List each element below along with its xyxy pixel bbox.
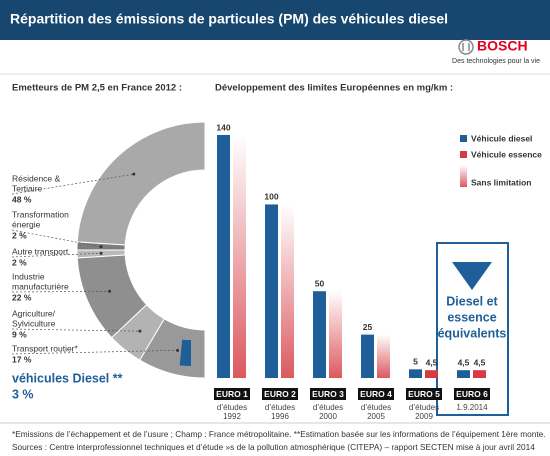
segment-label: manufacturière [12, 281, 69, 291]
category-date: 1996 [271, 412, 289, 421]
leader-line [11, 349, 178, 355]
category-date: 2009 [415, 412, 433, 421]
no-limit-bar [377, 334, 390, 378]
segment-value: 2 % [12, 230, 27, 240]
category-date: 1992 [223, 412, 241, 421]
legend-swatch [460, 135, 467, 142]
bar [457, 370, 470, 378]
diesel-label: véhicules Diesel ** [12, 371, 123, 385]
segment-label: Transport routier* [12, 343, 79, 353]
segment-value: 2 % [12, 257, 27, 267]
bar [425, 370, 438, 378]
no-limit-bar [281, 204, 294, 378]
value-label: 4,5 [458, 357, 470, 367]
leader-dot [99, 245, 103, 249]
value-label: 4,5 [426, 357, 438, 367]
bar [473, 370, 486, 378]
logo-ring [458, 39, 474, 55]
category-label: EURO 6 [456, 389, 488, 399]
category-date: d’études [313, 403, 343, 412]
highlight-text: équivalents [438, 326, 507, 340]
category-date: d’études [265, 403, 295, 412]
category-label: EURO 4 [360, 389, 392, 399]
segment-label: Tertiaire [12, 183, 43, 193]
legend-label: Véhicule diesel [471, 133, 532, 143]
footnote: *Emissions de l’échappement et de l’usur… [12, 429, 546, 439]
footnote: Sources : Centre interprofessionnel tech… [12, 442, 535, 452]
category-date: 1.9.2014 [456, 403, 488, 412]
segment-label: Transformation [12, 209, 69, 219]
highlight-text: essence [447, 310, 496, 324]
category-label: EURO 5 [408, 389, 440, 399]
leader-line [11, 229, 102, 248]
category-box [262, 388, 298, 400]
bar-title: Développement des limites Européennes en… [215, 83, 453, 94]
value-label: 50 [315, 278, 325, 288]
logo-brand: BOSCH [477, 38, 528, 54]
category-label: EURO 1 [216, 389, 248, 399]
segment-value: 9 % [12, 329, 27, 339]
category-box [358, 388, 394, 400]
category-box [214, 388, 250, 400]
category-label: EURO 3 [312, 389, 344, 399]
leader-dot [132, 172, 136, 176]
category-label: EURO 2 [264, 389, 296, 399]
value-label: 25 [363, 322, 373, 332]
value-label: 5 [413, 357, 418, 367]
leader-dot [108, 289, 112, 293]
legend-swatch [460, 165, 467, 187]
bar [313, 291, 326, 378]
category-box [406, 388, 442, 400]
legend-label: Véhicule essence [471, 149, 542, 159]
bosch-logo: BOSCH Des technologies pour la vie [452, 38, 540, 65]
segment-label: énergie [12, 219, 41, 229]
bar [217, 135, 230, 378]
header-band [0, 0, 550, 40]
segment-label: Agriculture/ [12, 308, 56, 318]
category-date: 2000 [319, 412, 337, 421]
no-limit-bar [329, 291, 342, 378]
leader-dot [99, 251, 103, 255]
segment-label: Sylviculture [12, 318, 56, 328]
category-box [310, 388, 346, 400]
segment-value: 48 % [12, 194, 32, 204]
leader-line [11, 290, 110, 293]
leader-dot [176, 348, 180, 352]
value-label: 4,5 [474, 357, 486, 367]
segment-value: 22 % [12, 292, 32, 302]
no-limit-bar [233, 135, 246, 378]
header-title: Répartition des émissions de particules … [10, 11, 448, 27]
segment-value: 17 % [12, 354, 32, 364]
category-date: d’études [409, 403, 439, 412]
legend-swatch [460, 151, 467, 158]
value-label: 100 [264, 192, 278, 202]
leader-line [11, 173, 134, 195]
donut-title: Emetteurs de PM 2,5 en France 2012 : [12, 83, 182, 94]
logo-tagline: Des technologies pour la vie [452, 58, 540, 65]
category-date: 2005 [367, 412, 385, 421]
segment-label: Industrie [12, 271, 45, 281]
diesel-segment [179, 339, 191, 366]
bar [361, 334, 374, 378]
leader-line [11, 252, 102, 258]
category-date: d’études [361, 403, 391, 412]
diesel-value: 3 % [12, 387, 34, 401]
bar [409, 369, 422, 378]
segment-label: Résidence & [12, 173, 61, 183]
value-label: 140 [216, 122, 230, 132]
leader-line [11, 328, 140, 332]
category-box [454, 388, 490, 400]
highlight-text: Diesel et [446, 294, 498, 308]
category-date: d’études [217, 403, 247, 412]
bar [265, 204, 278, 378]
donut-segment [76, 121, 206, 246]
segment-label: Autre transport [12, 246, 69, 256]
leader-dot [138, 329, 142, 333]
highlight-arrow [452, 262, 492, 290]
legend-label: Sans limitation [471, 177, 531, 187]
